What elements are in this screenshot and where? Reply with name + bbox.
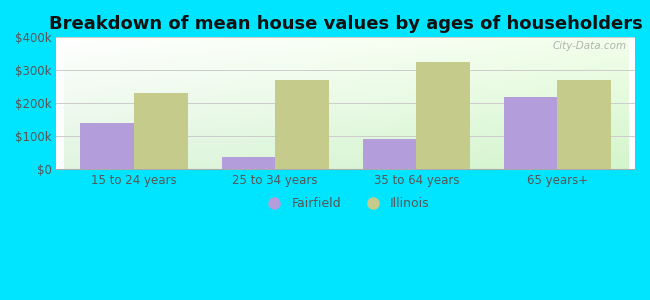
- Bar: [558, 80, 611, 169]
- Bar: [275, 80, 329, 169]
- Title: Breakdown of mean house values by ages of householders: Breakdown of mean house values by ages o…: [49, 15, 643, 33]
- Bar: [504, 97, 558, 169]
- Text: City-Data.com: City-Data.com: [552, 41, 627, 51]
- Bar: [134, 93, 188, 169]
- Bar: [416, 62, 470, 169]
- Bar: [363, 139, 416, 169]
- Bar: [222, 157, 275, 169]
- Bar: [81, 123, 134, 169]
- Legend: Fairfield, Illinois: Fairfield, Illinois: [257, 192, 435, 215]
